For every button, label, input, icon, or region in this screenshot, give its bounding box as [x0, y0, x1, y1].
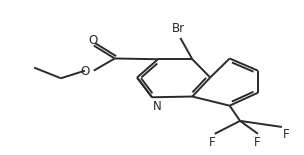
Text: Br: Br [172, 22, 185, 35]
Text: F: F [254, 136, 260, 149]
Text: N: N [153, 100, 162, 113]
Text: O: O [88, 33, 97, 46]
Text: F: F [283, 128, 289, 141]
Text: O: O [81, 65, 90, 78]
Text: F: F [209, 136, 215, 149]
